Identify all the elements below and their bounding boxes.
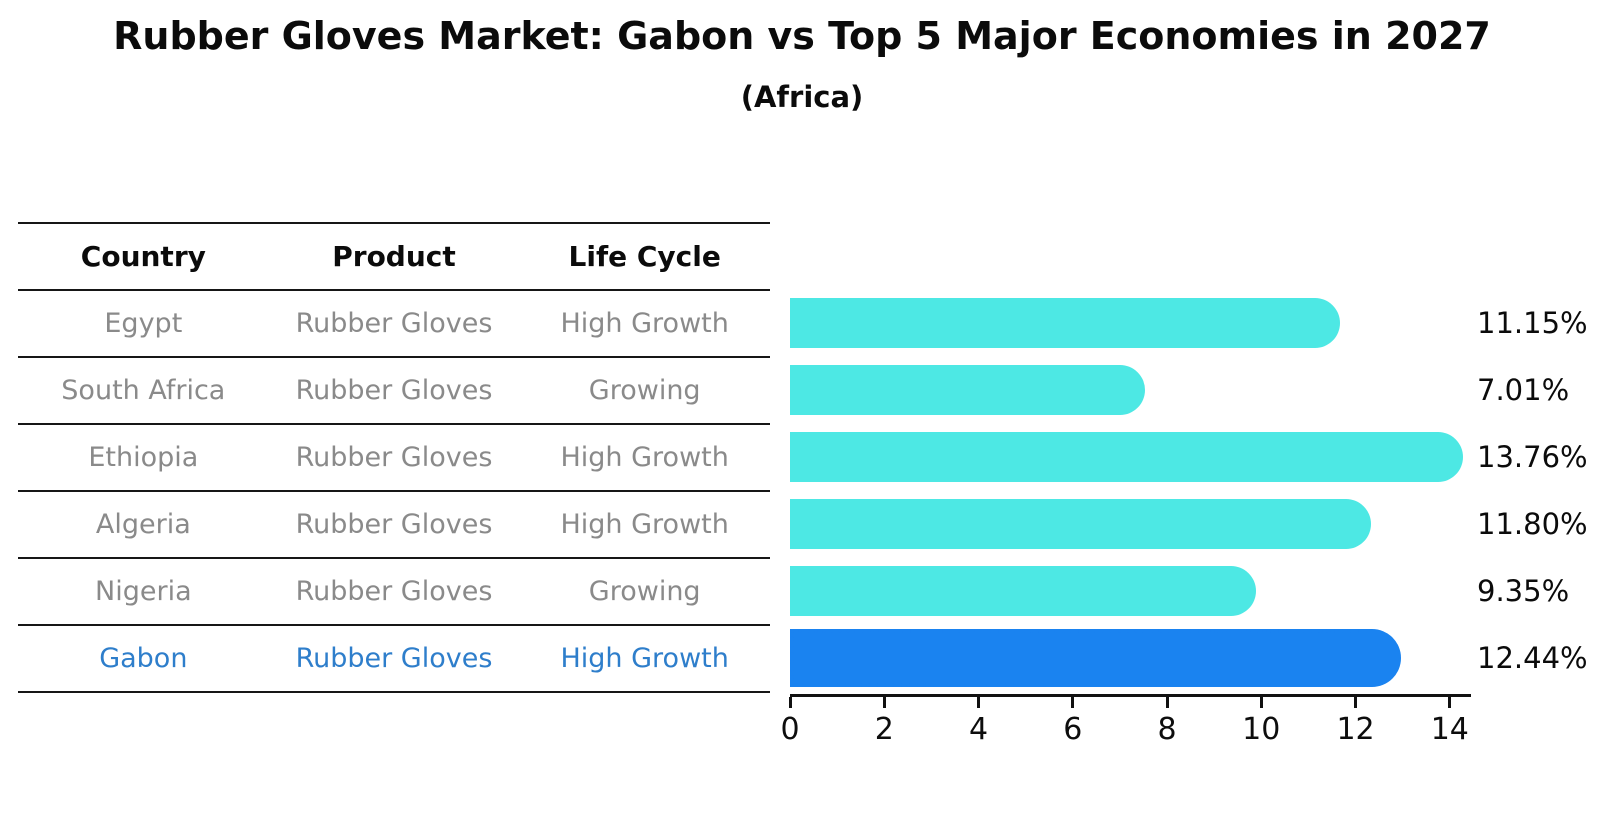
x-axis-tick-14 — [1448, 697, 1452, 708]
x-axis-tick-label-4: 4 — [968, 712, 989, 747]
cell-product: Rubber Gloves — [295, 643, 493, 674]
x-axis-tick-6 — [1071, 697, 1075, 708]
bar-ethiopia — [790, 431, 1463, 482]
x-axis-tick-label-14: 14 — [1430, 712, 1469, 747]
bar-nigeria — [790, 565, 1256, 616]
value-label-egypt: 11.15% — [1477, 305, 1588, 340]
cell-product: Rubber Gloves — [295, 509, 493, 540]
table-row-algeria: Algeria Rubber Gloves High Growth — [18, 492, 770, 559]
column-header-country: Country — [80, 240, 206, 273]
x-axis-tick-label-12: 12 — [1336, 712, 1375, 747]
x-axis-tick-4 — [977, 697, 980, 708]
cell-life-cycle: Growing — [588, 375, 701, 406]
cell-product: Rubber Gloves — [295, 375, 493, 406]
country-table: Country Product Life Cycle Egypt Rubber G… — [18, 222, 770, 693]
cell-country: Algeria — [95, 509, 191, 540]
cell-life-cycle: Growing — [588, 576, 701, 607]
x-axis-tick-10 — [1259, 697, 1263, 708]
column-header-product: Product — [332, 240, 456, 273]
x-axis-tick-label-8: 8 — [1157, 712, 1177, 747]
value-label-south-africa: 7.01% — [1477, 372, 1570, 407]
table-row-nigeria: Nigeria Rubber Gloves Growing — [18, 559, 770, 626]
table-row-south-africa: South Africa Rubber Gloves Growing — [18, 358, 770, 425]
table-row-gabon: Gabon Rubber Gloves High Growth — [18, 626, 770, 693]
x-axis-tick-label-0: 0 — [780, 712, 800, 747]
table-header-row: Country Product Life Cycle — [18, 224, 770, 291]
value-label-ethiopia: 13.76% — [1477, 439, 1588, 474]
x-axis-tick-label-10: 10 — [1242, 712, 1281, 747]
value-label-algeria: 11.80% — [1477, 506, 1588, 541]
cell-country: Gabon — [99, 643, 188, 674]
cell-life-cycle: High Growth — [560, 308, 729, 339]
cell-life-cycle: High Growth — [560, 509, 729, 540]
chart-title: Rubber Gloves Market: Gabon vs Top 5 Maj… — [113, 14, 1491, 58]
cell-life-cycle: High Growth — [560, 442, 729, 473]
bar-egypt — [790, 297, 1340, 348]
value-label-gabon: 12.44% — [1477, 640, 1588, 675]
bar-gabon — [790, 628, 1401, 687]
bar-algeria — [790, 498, 1371, 549]
x-axis-tick-0 — [788, 697, 792, 708]
chart-subtitle: (Africa) — [740, 80, 864, 114]
bar-south-africa — [790, 364, 1145, 415]
cell-product: Rubber Gloves — [295, 576, 493, 607]
x-axis-tick-label-2: 2 — [874, 712, 894, 747]
cell-country: South Africa — [61, 375, 226, 406]
cell-product: Rubber Gloves — [295, 442, 493, 473]
cell-product: Rubber Gloves — [295, 308, 493, 339]
x-axis-line — [790, 694, 1471, 697]
table-row-egypt: Egypt Rubber Gloves High Growth — [18, 291, 770, 358]
table-row-ethiopia: Ethiopia Rubber Gloves High Growth — [18, 425, 770, 492]
cell-country: Egypt — [104, 308, 183, 339]
x-axis-tick-2 — [882, 697, 886, 708]
column-header-life-cycle: Life Cycle — [568, 240, 721, 273]
cell-country: Nigeria — [95, 576, 192, 607]
x-axis-tick-8 — [1165, 697, 1169, 708]
x-axis-tick-12 — [1354, 697, 1358, 708]
value-label-nigeria: 9.35% — [1477, 573, 1570, 608]
cell-country: Ethiopia — [88, 442, 199, 473]
cell-life-cycle: High Growth — [560, 643, 729, 674]
x-axis-tick-label-6: 6 — [1063, 712, 1083, 747]
